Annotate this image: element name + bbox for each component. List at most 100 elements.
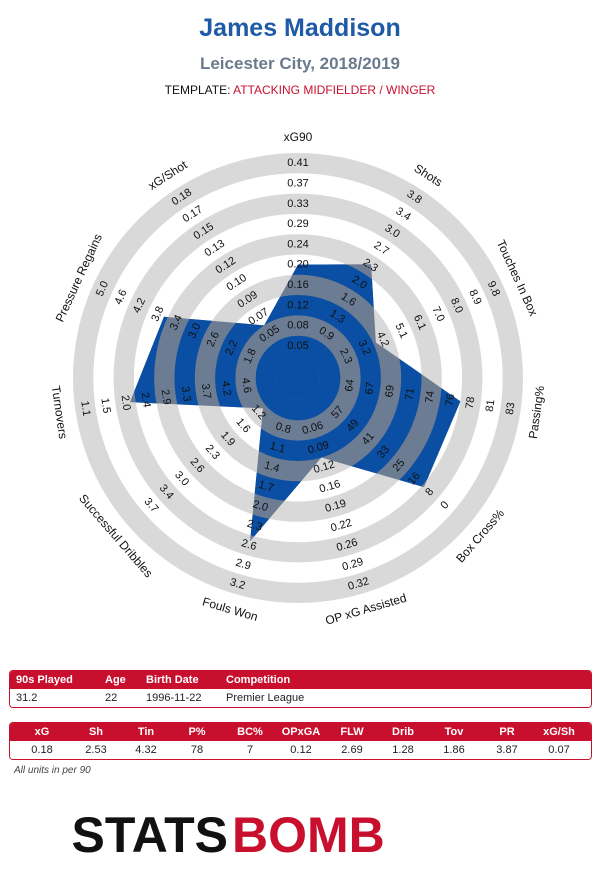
tick-label-passing: 81 xyxy=(484,399,498,413)
template-value: ATTACKING MIDFIELDER / WINGER xyxy=(233,83,436,97)
info-table-header: 90s Played Age Birth Date Competition xyxy=(10,671,591,689)
tick-label-shots: 3.4 xyxy=(394,205,413,223)
stats-header-bc: BC% xyxy=(237,726,263,738)
info-value-birth-date: 1996-11-22 xyxy=(146,692,202,704)
stats-header-flw: FLW xyxy=(340,726,364,738)
tick-label-op-xg-assisted: 0.32 xyxy=(347,575,371,593)
tick-label-passing: 67 xyxy=(363,381,377,395)
info-value-90s: 31.2 xyxy=(16,692,38,704)
tick-label-touches-in-box: 5.1 xyxy=(392,321,409,340)
axis-label-turnovers: Turnovers xyxy=(49,385,70,440)
info-header-90s: 90s Played xyxy=(16,674,73,686)
info-header-age: Age xyxy=(105,674,126,686)
axis-label-passing: Passing% xyxy=(526,385,547,440)
stats-value-opxga: 0.12 xyxy=(290,744,312,756)
tick-label-turnovers: 4.6 xyxy=(239,377,253,394)
tick-label-touches-in-box: 4.2 xyxy=(374,330,391,349)
stats-value-flw: 2.69 xyxy=(341,744,363,756)
tick-label-successful-dribbles: 3.7 xyxy=(141,496,160,515)
tick-label-xg90: 0.24 xyxy=(287,238,308,250)
tick-label-turnovers: 2.9 xyxy=(159,389,173,406)
tick-label-pressure-regains: 3.8 xyxy=(149,305,166,324)
axis-label-shots: Shots xyxy=(412,161,445,189)
stats-header-opxga: OPxGA xyxy=(281,726,321,738)
tick-label-pressure-regains: 3.0 xyxy=(186,321,203,340)
tick-label-successful-dribbles: 2.3 xyxy=(203,443,222,462)
tick-label-turnovers: 1.1 xyxy=(78,400,92,417)
tick-label-touches-in-box: 8.9 xyxy=(466,288,483,307)
tick-label-passing: 71 xyxy=(403,387,417,401)
tick-label-fouls-won: 1.4 xyxy=(263,459,281,475)
template-label: TEMPLATE: xyxy=(164,83,234,97)
tick-label-passing: 69 xyxy=(383,384,397,398)
tick-label-op-xg-assisted: 0.12 xyxy=(312,459,336,477)
tick-label-op-xg-assisted: 0.09 xyxy=(307,439,331,457)
tick-label-xg90: 0.16 xyxy=(287,279,308,291)
tick-label-turnovers: 2.4 xyxy=(139,391,153,408)
info-value-age: 22 xyxy=(105,692,118,704)
tick-label-touches-in-box: 3.2 xyxy=(356,338,373,357)
axis-label-xg90: xG90 xyxy=(284,130,313,144)
tick-label-pressure-regains: 4.6 xyxy=(112,288,129,307)
tick-label-touches-in-box: 8.0 xyxy=(448,296,465,315)
radar-chart: 0.050.080.120.160.200.240.290.330.370.41… xyxy=(49,130,548,628)
info-table: 90s Played Age Birth Date Competition 31… xyxy=(9,670,592,708)
tick-label-turnovers: 2.0 xyxy=(118,394,132,411)
tick-label-turnovers: 4.2 xyxy=(219,380,233,397)
stats-value-tov: 1.86 xyxy=(443,744,465,756)
tick-label-fouls-won: 2.6 xyxy=(240,537,258,553)
stats-header-passing: P% xyxy=(188,726,206,738)
units-note: All units in per 90 xyxy=(14,765,91,776)
stats-header-tov: Tov xyxy=(444,726,464,738)
tick-label-pressure-regains: 3.4 xyxy=(168,313,185,332)
tick-label-pressure-regains: 1.8 xyxy=(242,347,259,366)
tick-label-xg90: 0.08 xyxy=(287,320,308,332)
stats-header-sh: Sh xyxy=(88,726,104,738)
stats-value-pr: 3.87 xyxy=(496,744,518,756)
player-band xyxy=(255,335,341,421)
tick-label-op-xg-assisted: 0.06 xyxy=(301,420,325,438)
statsbomb-logo: STATS BOMB xyxy=(72,807,385,863)
tick-label-turnovers: 1.5 xyxy=(98,397,112,414)
tick-label-pressure-regains: 5.0 xyxy=(94,279,111,298)
tick-label-xg90: 0.29 xyxy=(287,218,308,230)
page-title: James Maddison xyxy=(199,14,401,42)
tick-label-successful-dribbles: 1.6 xyxy=(233,416,252,435)
stats-header-xg: xG xyxy=(34,726,50,738)
info-value-competition: Premier League xyxy=(226,692,305,704)
radar-center xyxy=(276,356,320,400)
tick-label-box-cross: 0 xyxy=(438,499,451,511)
tick-label-passing: 76 xyxy=(444,393,458,407)
tick-label-fouls-won: 1.1 xyxy=(268,440,286,456)
logo-text-right: BOMB xyxy=(232,807,385,863)
tick-label-turnovers: 3.7 xyxy=(199,383,213,400)
stats-header-pr: PR xyxy=(499,726,515,738)
tick-label-fouls-won: 2.3 xyxy=(246,518,264,534)
tick-label-fouls-won: 1.7 xyxy=(257,479,275,495)
tick-label-pressure-regains: 2.2 xyxy=(223,338,240,357)
tick-label-op-xg-assisted: 0.16 xyxy=(318,478,342,496)
tick-label-fouls-won: 0.8 xyxy=(274,420,292,436)
tick-label-xg90: 0.20 xyxy=(287,259,308,271)
tick-label-passing: 64 xyxy=(343,379,357,393)
stats-value-drib: 1.28 xyxy=(392,744,414,756)
tick-label-fouls-won: 2.9 xyxy=(234,557,252,573)
axis-label-fouls-won: Fouls Won xyxy=(201,594,260,624)
tick-label-turnovers: 3.3 xyxy=(179,386,193,403)
page-subtitle: Leicester City, 2018/2019 xyxy=(199,54,401,73)
tick-label-xg90: 0.05 xyxy=(287,340,308,352)
stats-value-sh: 2.53 xyxy=(85,744,107,756)
tick-label-pressure-regains: 2.6 xyxy=(205,330,222,349)
stats-table-header: xG Sh Tin P% BC% OPxGA FLW Drib Tov PR x… xyxy=(10,723,591,741)
tick-label-passing: 83 xyxy=(504,402,518,416)
tick-label-passing: 78 xyxy=(464,396,478,410)
template-line: TEMPLATE: ATTACKING MIDFIELDER / WINGER xyxy=(0,83,600,97)
stats-header-xgsh: xG/Sh xyxy=(543,726,575,738)
tick-label-touches-in-box: 9.8 xyxy=(485,279,502,298)
tick-label-xg90: 0.37 xyxy=(287,177,308,189)
tick-label-op-xg-assisted: 0.22 xyxy=(329,517,353,535)
tick-label-xg90: 0.33 xyxy=(287,198,308,210)
tick-label-pressure-regains: 4.2 xyxy=(131,296,148,315)
logo-text-left: STATS xyxy=(72,807,228,863)
info-header-birth-date: Birth Date xyxy=(146,674,199,686)
